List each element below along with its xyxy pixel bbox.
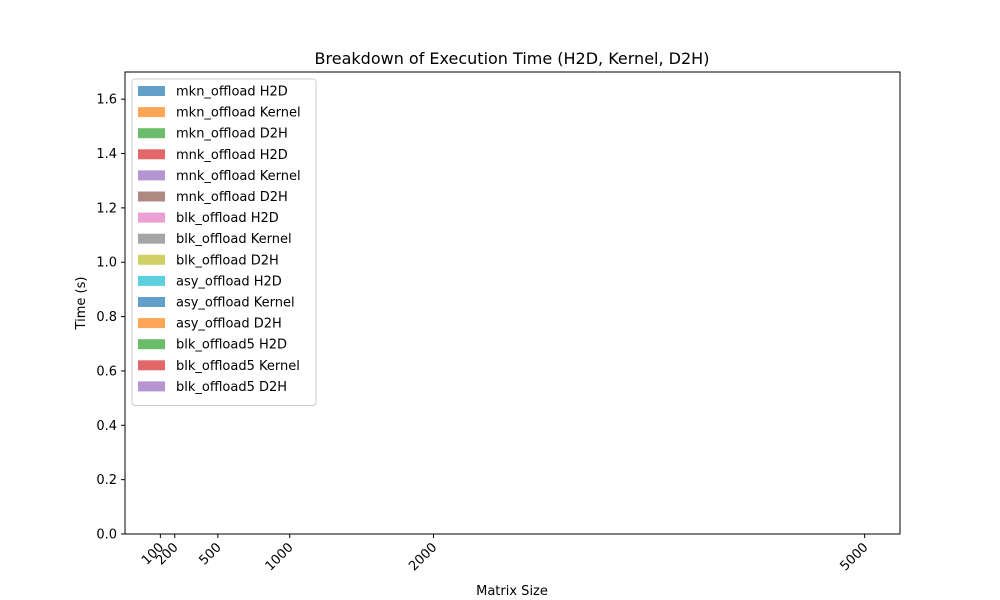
legend-label: asy_offload D2H <box>176 317 282 332</box>
y-tick-label: 1.2 <box>96 201 117 216</box>
x-tick-label: 2000 <box>406 540 440 574</box>
legend-label: asy_offload Kernel <box>176 296 295 311</box>
y-tick-label: 0.4 <box>96 419 117 434</box>
x-tick-label: 1000 <box>263 540 297 574</box>
x-tick-label: 500 <box>197 540 225 568</box>
legend-item: blk_offload5 H2D <box>138 338 287 353</box>
legend-swatch <box>138 170 165 181</box>
legend-item: mkn_offload D2H <box>138 127 288 142</box>
y-axis-title: Time (s) <box>74 277 89 331</box>
legend-swatch <box>138 254 165 265</box>
legend-item: asy_offload H2D <box>138 274 282 289</box>
legend-swatch <box>138 149 165 160</box>
legend-label: asy_offload H2D <box>176 274 282 289</box>
legend-label: blk_offload5 Kernel <box>176 359 300 374</box>
legend-item: mnk_offload H2D <box>138 148 288 163</box>
legend-label: mnk_offload Kernel <box>176 169 301 184</box>
legend-swatch <box>138 360 165 371</box>
y-tick-label: 0.2 <box>96 473 117 488</box>
legend-label: blk_offload Kernel <box>176 232 292 247</box>
legend-item: blk_offload5 Kernel <box>138 359 300 374</box>
legend-label: mkn_offload H2D <box>176 85 288 100</box>
legend-label: blk_offload5 H2D <box>176 338 287 353</box>
legend-swatch <box>138 297 165 307</box>
chart-title: Breakdown of Execution Time (H2D, Kernel… <box>315 49 710 68</box>
y-tick-label: 0.8 <box>96 310 117 325</box>
legend-swatch <box>138 339 165 350</box>
legend-swatch <box>138 191 165 202</box>
legend-item: mnk_offload D2H <box>138 190 288 205</box>
legend-swatch <box>138 233 165 244</box>
legend: mkn_offload H2D mkn_offload Kernel mkn_off… <box>131 78 317 406</box>
legend-swatch <box>138 128 165 139</box>
legend-item: blk_offload Kernel <box>138 232 292 247</box>
legend-item: asy_offload Kernel <box>138 296 295 311</box>
legend-swatch <box>138 86 165 96</box>
legend-label: mnk_offload H2D <box>176 148 288 163</box>
x-axis-title: Matrix Size <box>476 584 548 599</box>
y-axis: 0.0 0.2 0.4 0.6 0.8 1.0 1.2 1.4 1.6 <box>96 93 125 543</box>
legend-item: blk_offload D2H <box>138 253 279 268</box>
legend-swatch <box>138 212 165 223</box>
legend-frame <box>131 78 317 406</box>
legend-swatch <box>138 275 165 286</box>
legend-label: mkn_offload D2H <box>176 127 288 142</box>
legend-swatch <box>138 381 165 392</box>
legend-label: blk_offload D2H <box>176 253 279 268</box>
legend-label: blk_offload5 D2H <box>176 380 287 395</box>
legend-label: mnk_offload D2H <box>176 190 288 205</box>
legend-item: mnk_offload Kernel <box>138 169 301 184</box>
legend-label: blk_offload H2D <box>176 211 279 226</box>
y-tick-label: 1.0 <box>96 256 117 271</box>
legend-item: blk_offload5 D2H <box>138 380 287 395</box>
legend-item: blk_offload H2D <box>138 211 279 226</box>
y-tick-label: 1.4 <box>96 147 117 162</box>
legend-item: mkn_offload Kernel <box>138 106 301 121</box>
legend-item: mkn_offload H2D <box>138 85 288 100</box>
legend-label: mkn_offload Kernel <box>176 106 301 121</box>
y-tick-label: 0.0 <box>96 528 117 543</box>
legend-swatch <box>138 318 165 329</box>
x-tick-label: 5000 <box>837 540 871 574</box>
legend-swatch <box>138 107 165 118</box>
y-tick-label: 1.6 <box>96 93 117 108</box>
y-tick-label: 0.6 <box>96 364 117 379</box>
legend-item: asy_offload D2H <box>138 317 282 332</box>
